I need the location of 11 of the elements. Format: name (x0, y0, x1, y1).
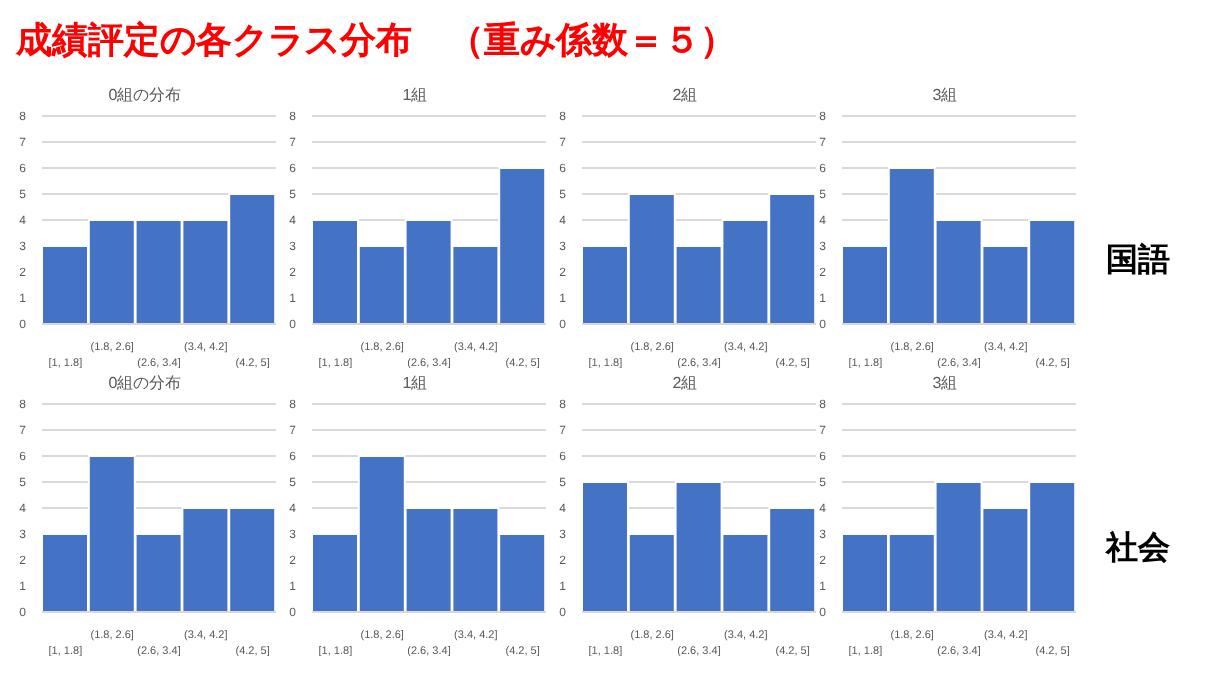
chart-title: 3組 (930, 84, 960, 108)
text: 成績評定の各クラス分布 （重み係数＝５） (16, 18, 736, 64)
chart-title: 0組の分布 (106, 372, 184, 396)
chart-title: 1組 (400, 84, 430, 108)
chart-title: 2組 (670, 84, 700, 108)
chart-title: 1組 (400, 372, 430, 396)
chart-title: 3組 (930, 372, 960, 396)
text: 国語 (1106, 240, 1170, 282)
chart-title: 2組 (670, 372, 700, 396)
text: 社会 (1106, 529, 1170, 570)
chart-title: 0組の分布 (106, 84, 184, 108)
